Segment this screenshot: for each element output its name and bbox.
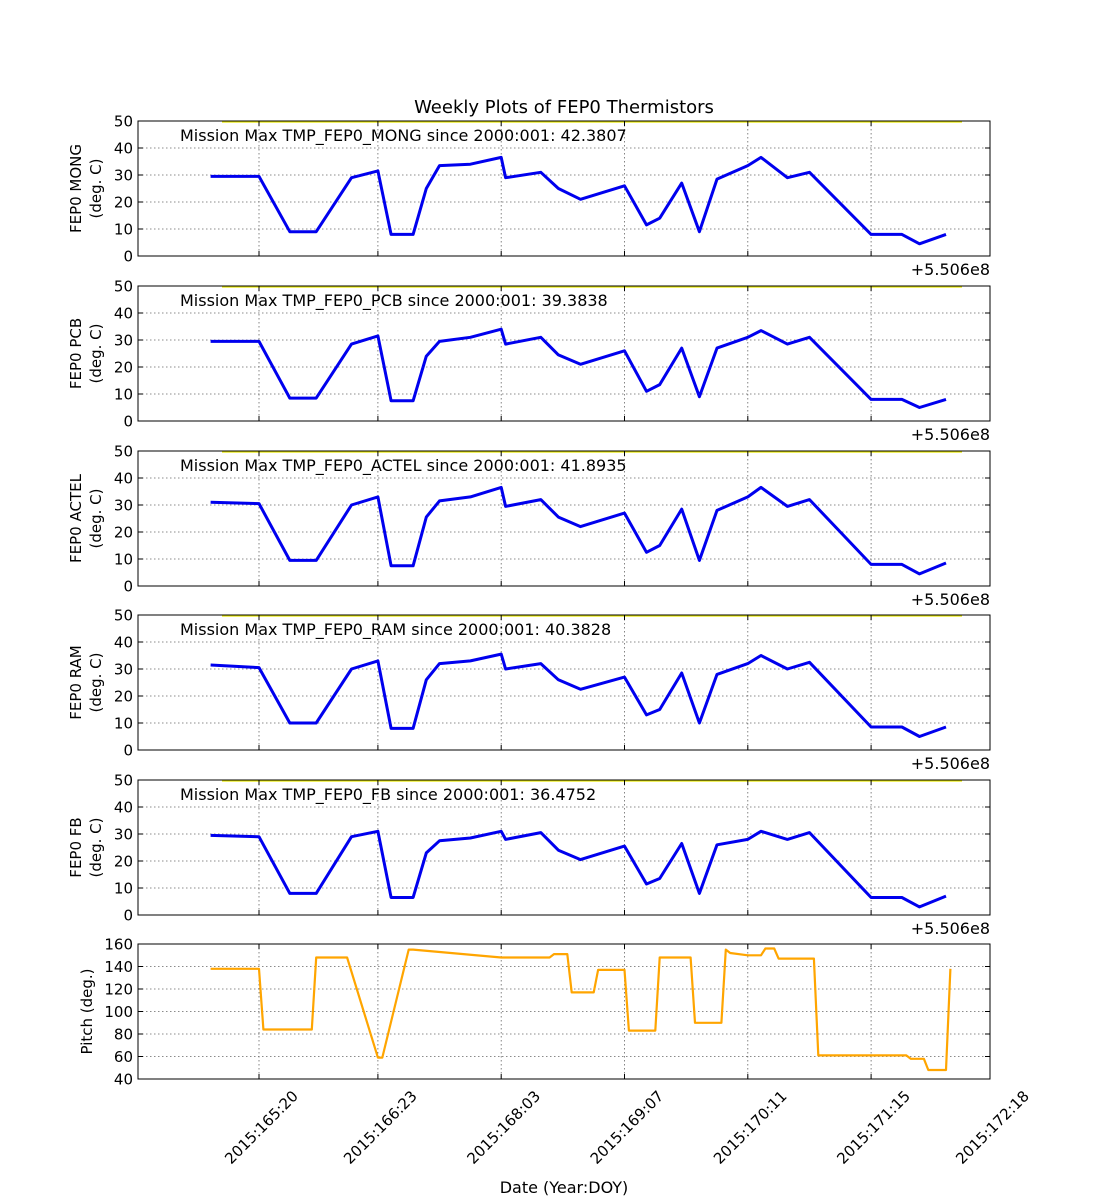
y-tick-label: 20 [114,359,133,377]
y-tick-label: 120 [104,981,133,999]
x-offset-text: +5.506e8 [911,425,990,444]
y-axis-label-unit: (deg. C) [87,489,105,549]
x-offset-text: +5.506e8 [911,754,990,773]
temperature-series-line [210,155,947,246]
y-axis-label-unit: (deg. C) [87,653,105,713]
mission-max-annotation: Mission Max TMP_FEP0_ACTEL since 2000:00… [180,456,627,476]
y-tick-label: 50 [114,278,133,296]
y-tick-label: 0 [123,742,133,760]
y-tick-label: 50 [114,772,133,790]
y-tick-label: 30 [114,167,133,185]
y-axis-label: FEP0 FB [67,817,85,877]
y-tick-label: 80 [114,1026,133,1044]
temperature-series-line [210,829,947,909]
pitch-series-line [210,947,952,1072]
x-tick-label: 2015:170:11 [710,1087,791,1168]
axes-frame [137,285,991,422]
y-axis-label-unit: (deg. C) [87,324,105,384]
y-tick-label: 10 [114,551,133,569]
y-tick-label: 30 [114,661,133,679]
x-tick-label: 2015:166:23 [340,1087,421,1168]
y-tick-label: 0 [123,907,133,925]
x-tick-label: 2015:172:18 [952,1087,1033,1168]
y-axis-label: FEP0 PCB [67,318,85,389]
y-axis-label: FEP0 RAM [67,645,85,719]
y-axis-label: FEP0 ACTEL [67,473,85,563]
mission-max-annotation: Mission Max TMP_FEP0_FB since 2000:001: … [180,785,596,805]
y-tick-label: 20 [114,524,133,542]
y-tick-label: 40 [114,799,133,817]
axes-frame [137,779,991,916]
temperature-series-line [210,652,947,738]
y-axis-label: FEP0 MONG [67,144,85,233]
y-tick-label: 30 [114,497,133,515]
y-tick-label: 40 [114,470,133,488]
x-axis-label: Date (Year:DOY) [500,1178,629,1197]
x-offset-text: +5.506e8 [911,260,990,279]
x-tick-label: 2015:171:15 [833,1087,914,1168]
y-tick-label: 10 [114,221,133,239]
axes-frame [137,120,991,257]
y-tick-label: 40 [114,305,133,323]
y-axis-label-unit: (deg. C) [87,818,105,878]
x-offset-text: +5.506e8 [911,919,990,938]
y-tick-label: 30 [114,826,133,844]
y-tick-label: 60 [114,1048,133,1066]
mission-max-annotation: Mission Max TMP_FEP0_RAM since 2000:001:… [180,620,611,640]
temperature-series-line [210,327,947,409]
y-tick-label: 20 [114,853,133,871]
y-tick-label: 40 [114,1071,133,1089]
y-tick-label: 10 [114,880,133,898]
x-tick-label: 2015:169:07 [587,1087,668,1168]
y-tick-label: 40 [114,634,133,652]
x-offset-text: +5.506e8 [911,590,990,609]
y-tick-label: 0 [123,578,133,596]
axes-frame [137,614,991,751]
mission-max-annotation: Mission Max TMP_FEP0_PCB since 2000:001:… [180,291,608,311]
temperature-series-line [210,485,947,576]
chart-title: Weekly Plots of FEP0 Thermistors [414,97,714,118]
y-tick-label: 20 [114,688,133,706]
y-tick-label: 10 [114,715,133,733]
x-tick-label: 2015:168:03 [463,1087,544,1168]
y-tick-label: 140 [104,958,133,976]
y-tick-label: 50 [114,607,133,625]
x-tick-label: 2015:165:20 [221,1087,302,1168]
y-tick-label: 10 [114,386,133,404]
y-tick-label: 20 [114,194,133,212]
y-tick-label: 100 [104,1003,133,1021]
y-tick-label: 50 [114,443,133,461]
y-axis-label: Pitch (deg.) [78,968,96,1054]
y-tick-label: 160 [104,936,133,954]
y-tick-label: 30 [114,332,133,350]
y-tick-label: 0 [123,248,133,266]
y-tick-label: 0 [123,413,133,431]
mission-max-annotation: Mission Max TMP_FEP0_MONG since 2000:001… [180,126,627,146]
axes-frame [137,450,991,587]
y-axis-label-unit: (deg. C) [87,159,105,219]
y-tick-label: 40 [114,140,133,158]
y-tick-label: 50 [114,113,133,131]
